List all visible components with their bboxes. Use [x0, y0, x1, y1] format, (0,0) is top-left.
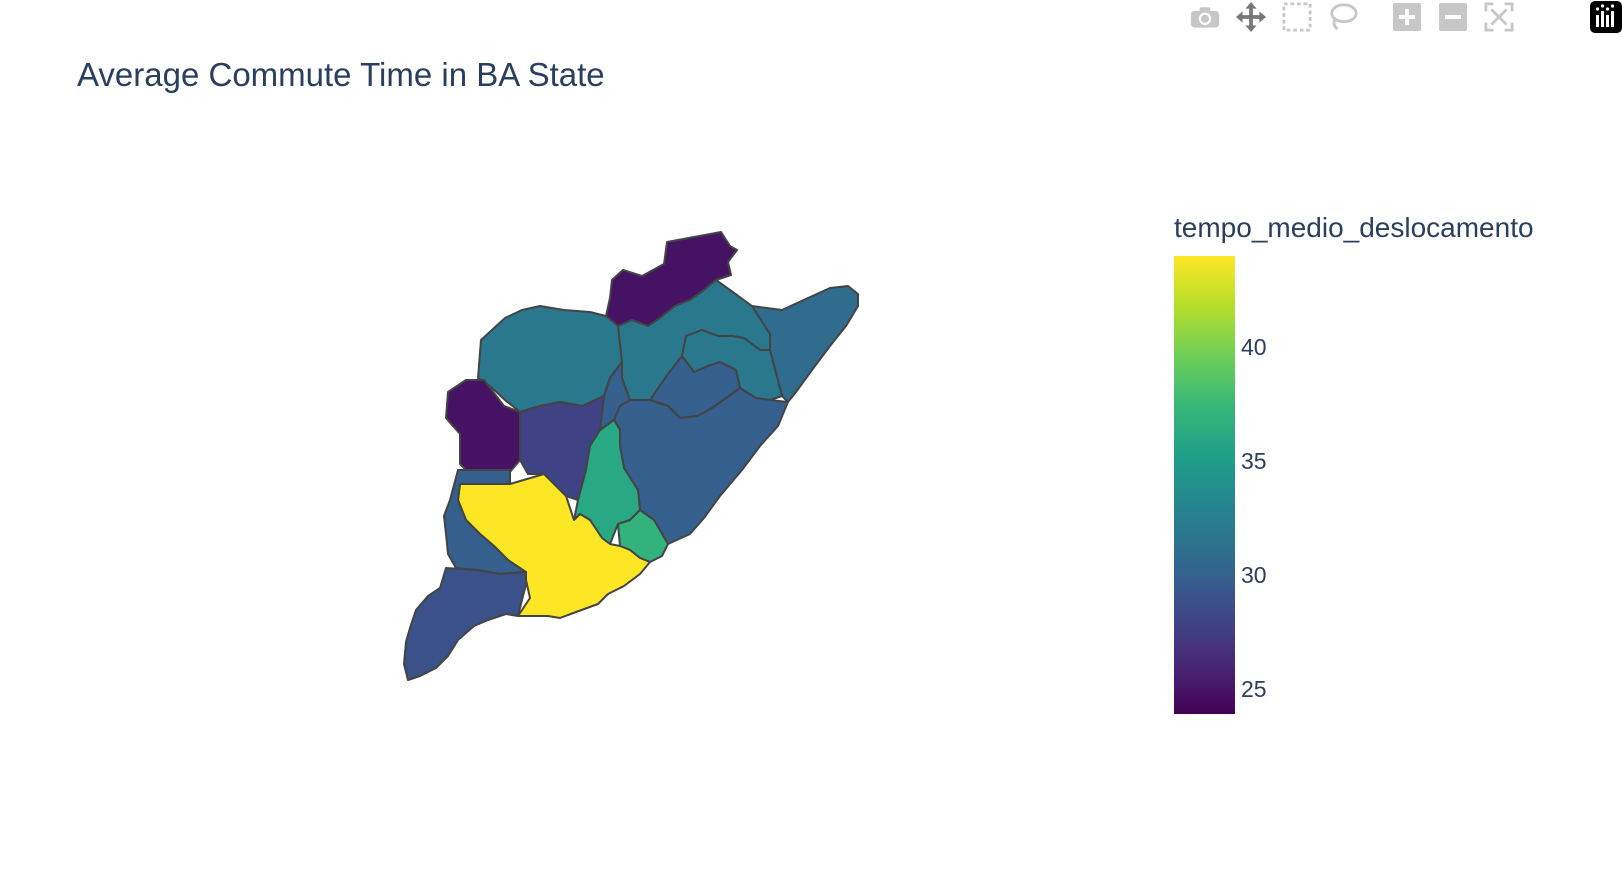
- colorbar: [1174, 256, 1235, 714]
- colorbar-tick: 35: [1241, 448, 1267, 474]
- map-region[interactable]: [443, 469, 527, 575]
- camera-icon[interactable]: [1190, 2, 1220, 32]
- box-select-icon[interactable]: [1282, 2, 1312, 32]
- map-region[interactable]: [751, 285, 859, 403]
- zoom-in-icon[interactable]: [1392, 2, 1422, 32]
- colorbar-tick: 40: [1241, 334, 1267, 360]
- modebar: [1190, 0, 1530, 34]
- colorbar-tick: 25: [1241, 676, 1267, 702]
- plotly-logo-icon[interactable]: [1590, 1, 1622, 33]
- map-region[interactable]: [477, 305, 623, 413]
- chart-title: Average Commute Time in BA State: [77, 56, 605, 93]
- map-region[interactable]: [403, 567, 527, 681]
- colorbar-tick: 30: [1241, 562, 1267, 588]
- zoom-out-icon[interactable]: [1438, 2, 1468, 32]
- colorbar-title: tempo_medio_deslocamento: [1174, 212, 1534, 243]
- autoscale-icon[interactable]: [1484, 2, 1514, 32]
- pan-icon[interactable]: [1236, 2, 1266, 32]
- map-region[interactable]: [445, 379, 521, 475]
- lasso-select-icon[interactable]: [1328, 2, 1358, 32]
